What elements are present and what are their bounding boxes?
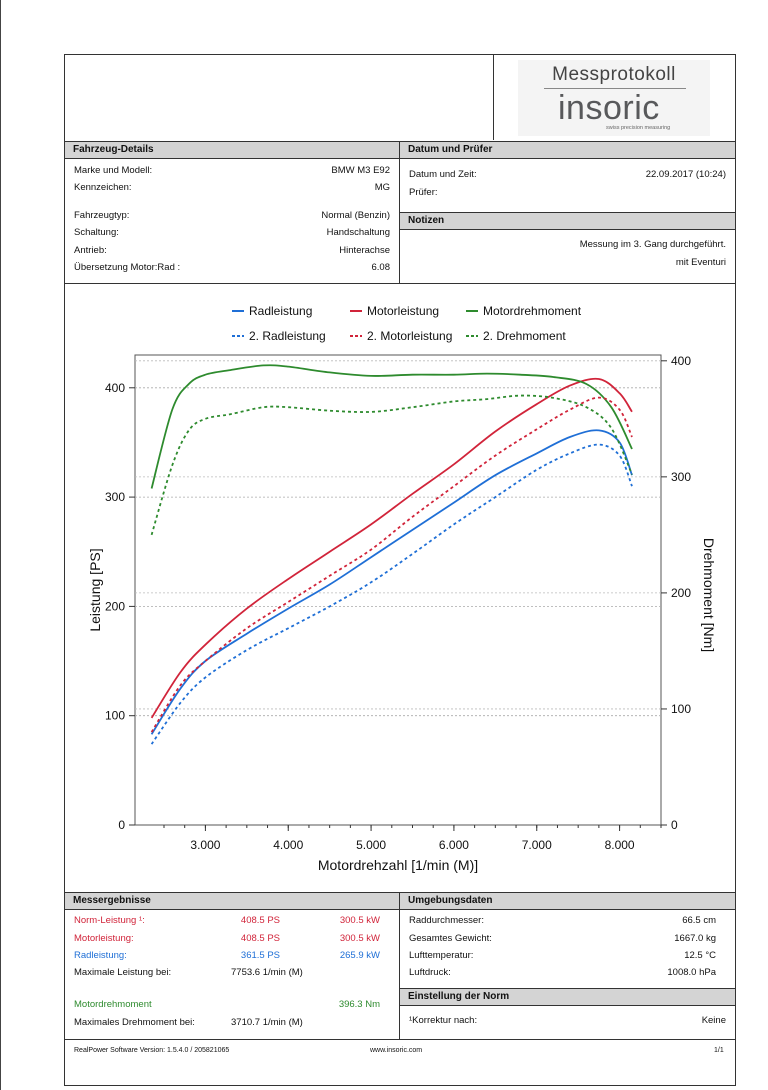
- vehicle-value-ratio: 6.08: [371, 262, 391, 273]
- series-line-1: [150, 377, 633, 719]
- env-label-pressure: Luftdruck:: [409, 967, 451, 978]
- footer-page: 1/1: [714, 1047, 724, 1054]
- footer-version: RealPower Software Version: 1.5.4.0 / 20…: [74, 1047, 230, 1054]
- result-label-rad: Radleistung:: [74, 950, 127, 961]
- y2-tick-label-0: 0: [671, 818, 678, 832]
- series-line-0: [150, 429, 633, 735]
- series-line-2: [150, 364, 633, 489]
- env-label-temperature: Lufttemperatur:: [409, 950, 474, 961]
- vehicle-value-type: Normal (Benzin): [321, 210, 390, 221]
- logo-rule: [544, 88, 686, 89]
- legend-label-2: Motordrehmoment: [483, 304, 582, 318]
- chart-top-rule: [64, 283, 736, 284]
- norm-label: ¹Korrektur nach:: [409, 1015, 478, 1026]
- result-rad-kw: 265.9 kW: [339, 950, 380, 961]
- plot-area: 3.000 4.000 5.000 6.000 7.000 8.000 0 100 200 300…: [105, 354, 691, 852]
- vehicle-label-type: Fahrzeugtyp:: [74, 210, 130, 221]
- legend-label-1: Motorleistung: [367, 304, 439, 318]
- result-rad-ps: 361.5 PS: [240, 950, 280, 961]
- y-tick-label-3: 300: [105, 490, 125, 504]
- logo-tagline: swiss precision measuring: [606, 125, 671, 131]
- env-value-wheel: 66.5 cm: [682, 915, 716, 926]
- series-line-4: [150, 396, 633, 733]
- plot-frame: [134, 354, 662, 826]
- env-value-pressure: 1008.0 hPa: [667, 967, 716, 978]
- vehicle-section-title: Fahrzeug-Details: [65, 141, 399, 159]
- y2-tick-label-4: 400: [671, 354, 691, 368]
- results-divider: [399, 892, 400, 1039]
- date-label-examiner: Prüfer:: [409, 187, 438, 198]
- date-value-datetime: 22.09.2017 (10:24): [645, 169, 726, 180]
- result-label-torque: Motordrehmoment: [74, 999, 152, 1010]
- result-label-max-torque: Maximales Drehmoment bei:: [74, 1017, 195, 1028]
- vehicle-label-gearbox: Schaltung:: [74, 227, 119, 238]
- vehicle-value-drive: Hinterachse: [339, 245, 390, 256]
- series-line-5: [150, 394, 633, 536]
- y-tick-label-2: 200: [105, 599, 125, 613]
- notes-line-2: mit Eventuri: [675, 257, 726, 268]
- vehicle-value-gearbox: Handschaltung: [326, 227, 390, 238]
- result-motor-ps: 408.5 PS: [240, 933, 280, 944]
- result-label-norm: Norm-Leistung ¹:: [74, 915, 145, 926]
- x-tick-label-0: 3.000: [190, 838, 220, 852]
- legend-label-4: 2. Motorleistung: [367, 329, 452, 343]
- legend-label-5: 2. Drehmoment: [483, 329, 566, 343]
- vehicle-label-drive: Antrieb:: [74, 245, 107, 256]
- result-torque-value: 396.3 Nm: [338, 999, 380, 1010]
- result-label-max-power: Maximale Leistung bei:: [74, 967, 172, 978]
- vehicle-label-ratio: Übersetzung Motor:Rad :: [74, 262, 181, 273]
- logo-word: insoric: [558, 89, 660, 127]
- result-max-torque-rpm: 3710.7 1/min (M): [231, 1017, 303, 1028]
- result-label-motor: Motorleistung:: [74, 933, 134, 944]
- y-axis-label-left: Leistung [PS]: [87, 548, 103, 631]
- y2-tick-label-1: 100: [671, 702, 691, 716]
- date-label-datetime: Datum und Zeit:: [409, 169, 477, 180]
- environment-section-title: Umgebungsdaten: [400, 892, 735, 910]
- y2-tick-label-2: 200: [671, 586, 691, 600]
- chart-legend: Radleistung Motorleistung Motordrehmoment 2…: [232, 304, 582, 343]
- env-label-weight: Gesamtes Gewicht:: [409, 933, 492, 944]
- x-tick-label-5: 8.000: [605, 838, 635, 852]
- vehicle-value-brand: BMW M3 E92: [331, 165, 390, 176]
- result-motor-kw: 300.5 kW: [339, 933, 380, 944]
- notes-section-title: Notizen: [400, 212, 735, 230]
- result-max-power-rpm: 7753.6 1/min (M): [231, 967, 303, 978]
- x-tick-label-4: 7.000: [522, 838, 552, 852]
- insoric-logo: Messprotokoll insoric swiss precision me…: [518, 60, 710, 136]
- x-tick-label-1: 4.000: [273, 838, 303, 852]
- footer-website[interactable]: www.insoric.com: [370, 1047, 423, 1054]
- notes-line-1: Messung im 3. Gang durchgeführt.: [579, 239, 726, 250]
- env-value-weight: 1667.0 kg: [674, 933, 716, 944]
- details-divider: [399, 141, 400, 283]
- x-tick-label-2: 5.000: [356, 838, 386, 852]
- y-tick-label-0: 0: [118, 818, 125, 832]
- vehicle-value-plate: MG: [374, 182, 390, 193]
- y2-tick-label-3: 300: [671, 470, 691, 484]
- legend-label-3: 2. Radleistung: [249, 329, 326, 343]
- logo-title: Messprotokoll: [552, 64, 676, 85]
- env-value-temperature: 12.5 °C: [684, 950, 716, 961]
- report-frame: [64, 54, 736, 1086]
- norm-value: Keine: [701, 1015, 726, 1026]
- norm-section-title: Einstellung der Norm: [400, 988, 735, 1006]
- result-norm-ps: 408.5 PS: [240, 915, 280, 926]
- power-torque-chart: Radleistung Motorleistung Motordrehmoment 2…: [87, 304, 717, 873]
- vehicle-label-plate: Kennzeichen:: [74, 182, 132, 193]
- vehicle-label-brand: Marke und Modell:: [74, 165, 153, 176]
- x-tick-label-3: 6.000: [439, 838, 469, 852]
- header-divider: [493, 54, 494, 140]
- y-axis-label-right: Drehmoment [Nm]: [701, 538, 717, 652]
- y-tick-label-1: 100: [105, 709, 125, 723]
- page-edge: [0, 0, 1, 1090]
- x-axis-label: Motordrehzahl [1/min (M)]: [318, 857, 478, 873]
- env-label-wheel: Raddurchmesser:: [409, 915, 484, 926]
- y-tick-label-4: 400: [105, 381, 125, 395]
- legend-label-0: Radleistung: [249, 304, 312, 318]
- footer-rule: [64, 1039, 736, 1040]
- series-line-3: [150, 443, 633, 745]
- results-section-title: Messergebnisse: [65, 892, 399, 910]
- date-section-title: Datum und Prüfer: [400, 141, 735, 159]
- result-norm-kw: 300.5 kW: [339, 915, 380, 926]
